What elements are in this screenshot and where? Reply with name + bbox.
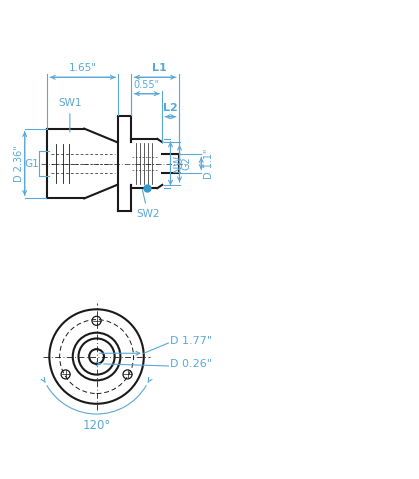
Text: L1: L1 <box>152 63 167 73</box>
Text: D 2.36": D 2.36" <box>14 145 24 182</box>
Text: SW2: SW2 <box>136 190 160 219</box>
Text: D 1.77": D 1.77" <box>171 336 212 346</box>
Text: D 1.1": D 1.1" <box>204 148 214 179</box>
Text: G1: G1 <box>24 159 39 169</box>
Text: 120°: 120° <box>83 420 111 433</box>
Text: D 0.26": D 0.26" <box>171 359 212 369</box>
Text: G2: G2 <box>182 157 192 171</box>
Text: 0.55": 0.55" <box>134 80 160 91</box>
Text: 1.65": 1.65" <box>69 63 97 73</box>
Text: SW1: SW1 <box>58 98 82 132</box>
Text: L2: L2 <box>163 103 178 114</box>
Text: NW: NW <box>173 155 183 172</box>
